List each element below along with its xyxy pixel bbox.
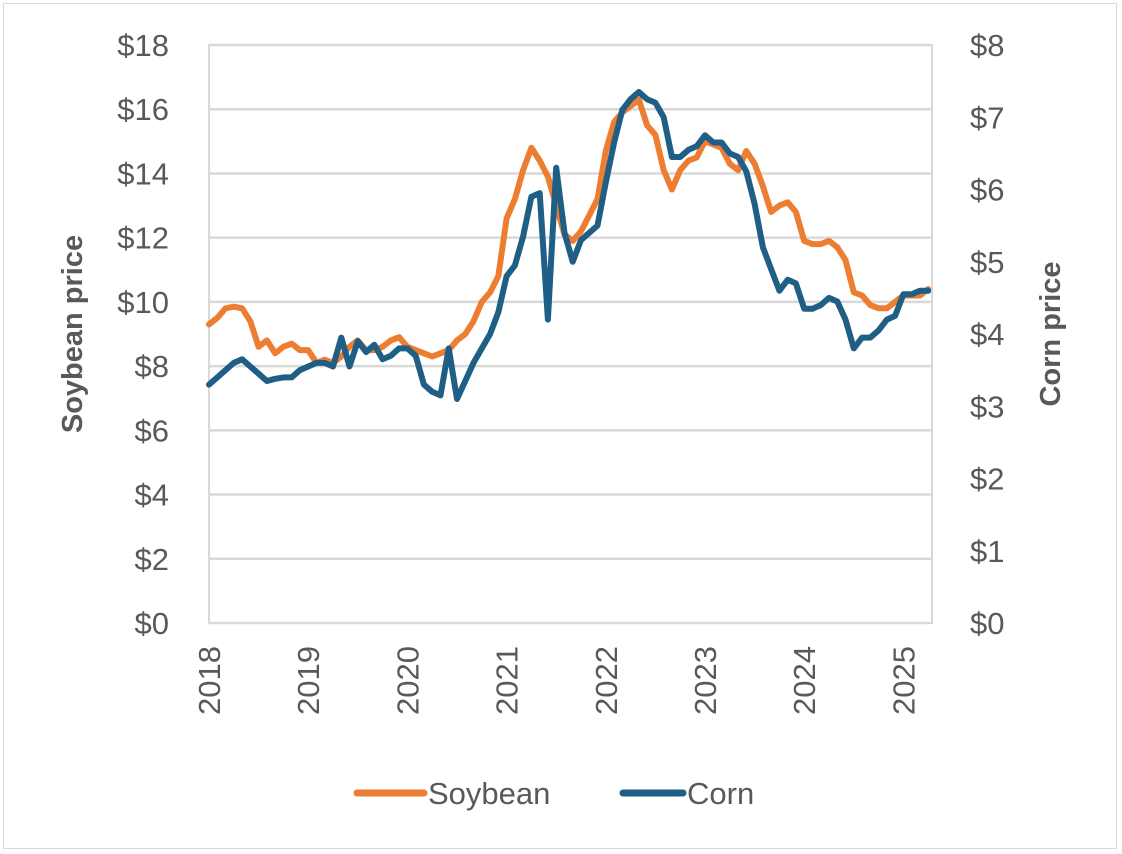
- left-axis-tick-label: $16: [117, 92, 169, 127]
- right-axis-tick-label: $7: [970, 100, 1004, 135]
- left-axis-tick-label: $10: [117, 285, 169, 320]
- left-axis-tick-label: $4: [135, 478, 169, 513]
- left-axis-ticks: $0 $2 $4 $6 $8 $10 $12 $14 $16 $18: [117, 28, 169, 641]
- left-axis-tick-label: $6: [135, 413, 169, 448]
- right-axis-tick-label: $3: [970, 389, 1004, 424]
- left-axis-tick-label: $12: [117, 221, 169, 256]
- left-axis-tick-label: $8: [135, 349, 169, 384]
- series-lines: [206, 89, 932, 402]
- x-axis-tick-label: 2025: [886, 646, 921, 715]
- right-axis-tick-label: $0: [970, 606, 1004, 641]
- right-axis-ticks: $0 $1 $2 $3 $4 $5 $6 $7 $8: [970, 28, 1004, 641]
- right-axis-tick-label: $5: [970, 245, 1004, 280]
- x-axis-tick-label: 2019: [291, 646, 326, 715]
- series-line-corn: [206, 89, 932, 402]
- plot-area-border: [208, 44, 933, 624]
- x-axis-tick-label: 2022: [589, 646, 624, 715]
- right-axis-tick-label: $8: [970, 28, 1004, 63]
- right-axis-title: Corn price: [1035, 261, 1067, 406]
- series-line-soybean: [206, 96, 932, 366]
- x-axis-ticks: 2018 2019 2020 2021 2022 2023 2024 2025: [192, 646, 921, 715]
- left-axis-tick-label: $2: [135, 542, 169, 577]
- right-axis-tick-label: $4: [970, 317, 1004, 352]
- right-axis-tick-label: $1: [970, 534, 1004, 569]
- left-axis-tick-label: $18: [117, 28, 169, 63]
- right-axis-tick-label: $2: [970, 462, 1004, 497]
- legend-label-corn: Corn: [687, 776, 754, 811]
- x-axis-tick-label: 2024: [787, 646, 822, 715]
- x-axis-tick-label: 2023: [688, 646, 723, 715]
- x-axis-tick-label: 2021: [490, 646, 525, 715]
- left-axis-tick-label: $0: [135, 606, 169, 641]
- x-axis-tick-label: 2020: [390, 646, 425, 715]
- gridlines: [209, 43, 932, 625]
- legend: Soybean Corn: [353, 776, 754, 811]
- right-axis-tick-label: $6: [970, 173, 1004, 208]
- x-axis-tick-label: 2018: [192, 646, 227, 715]
- legend-label-soybean: Soybean: [428, 776, 550, 811]
- left-axis-tick-label: $14: [117, 156, 169, 191]
- left-axis-title: Soybean price: [57, 235, 89, 433]
